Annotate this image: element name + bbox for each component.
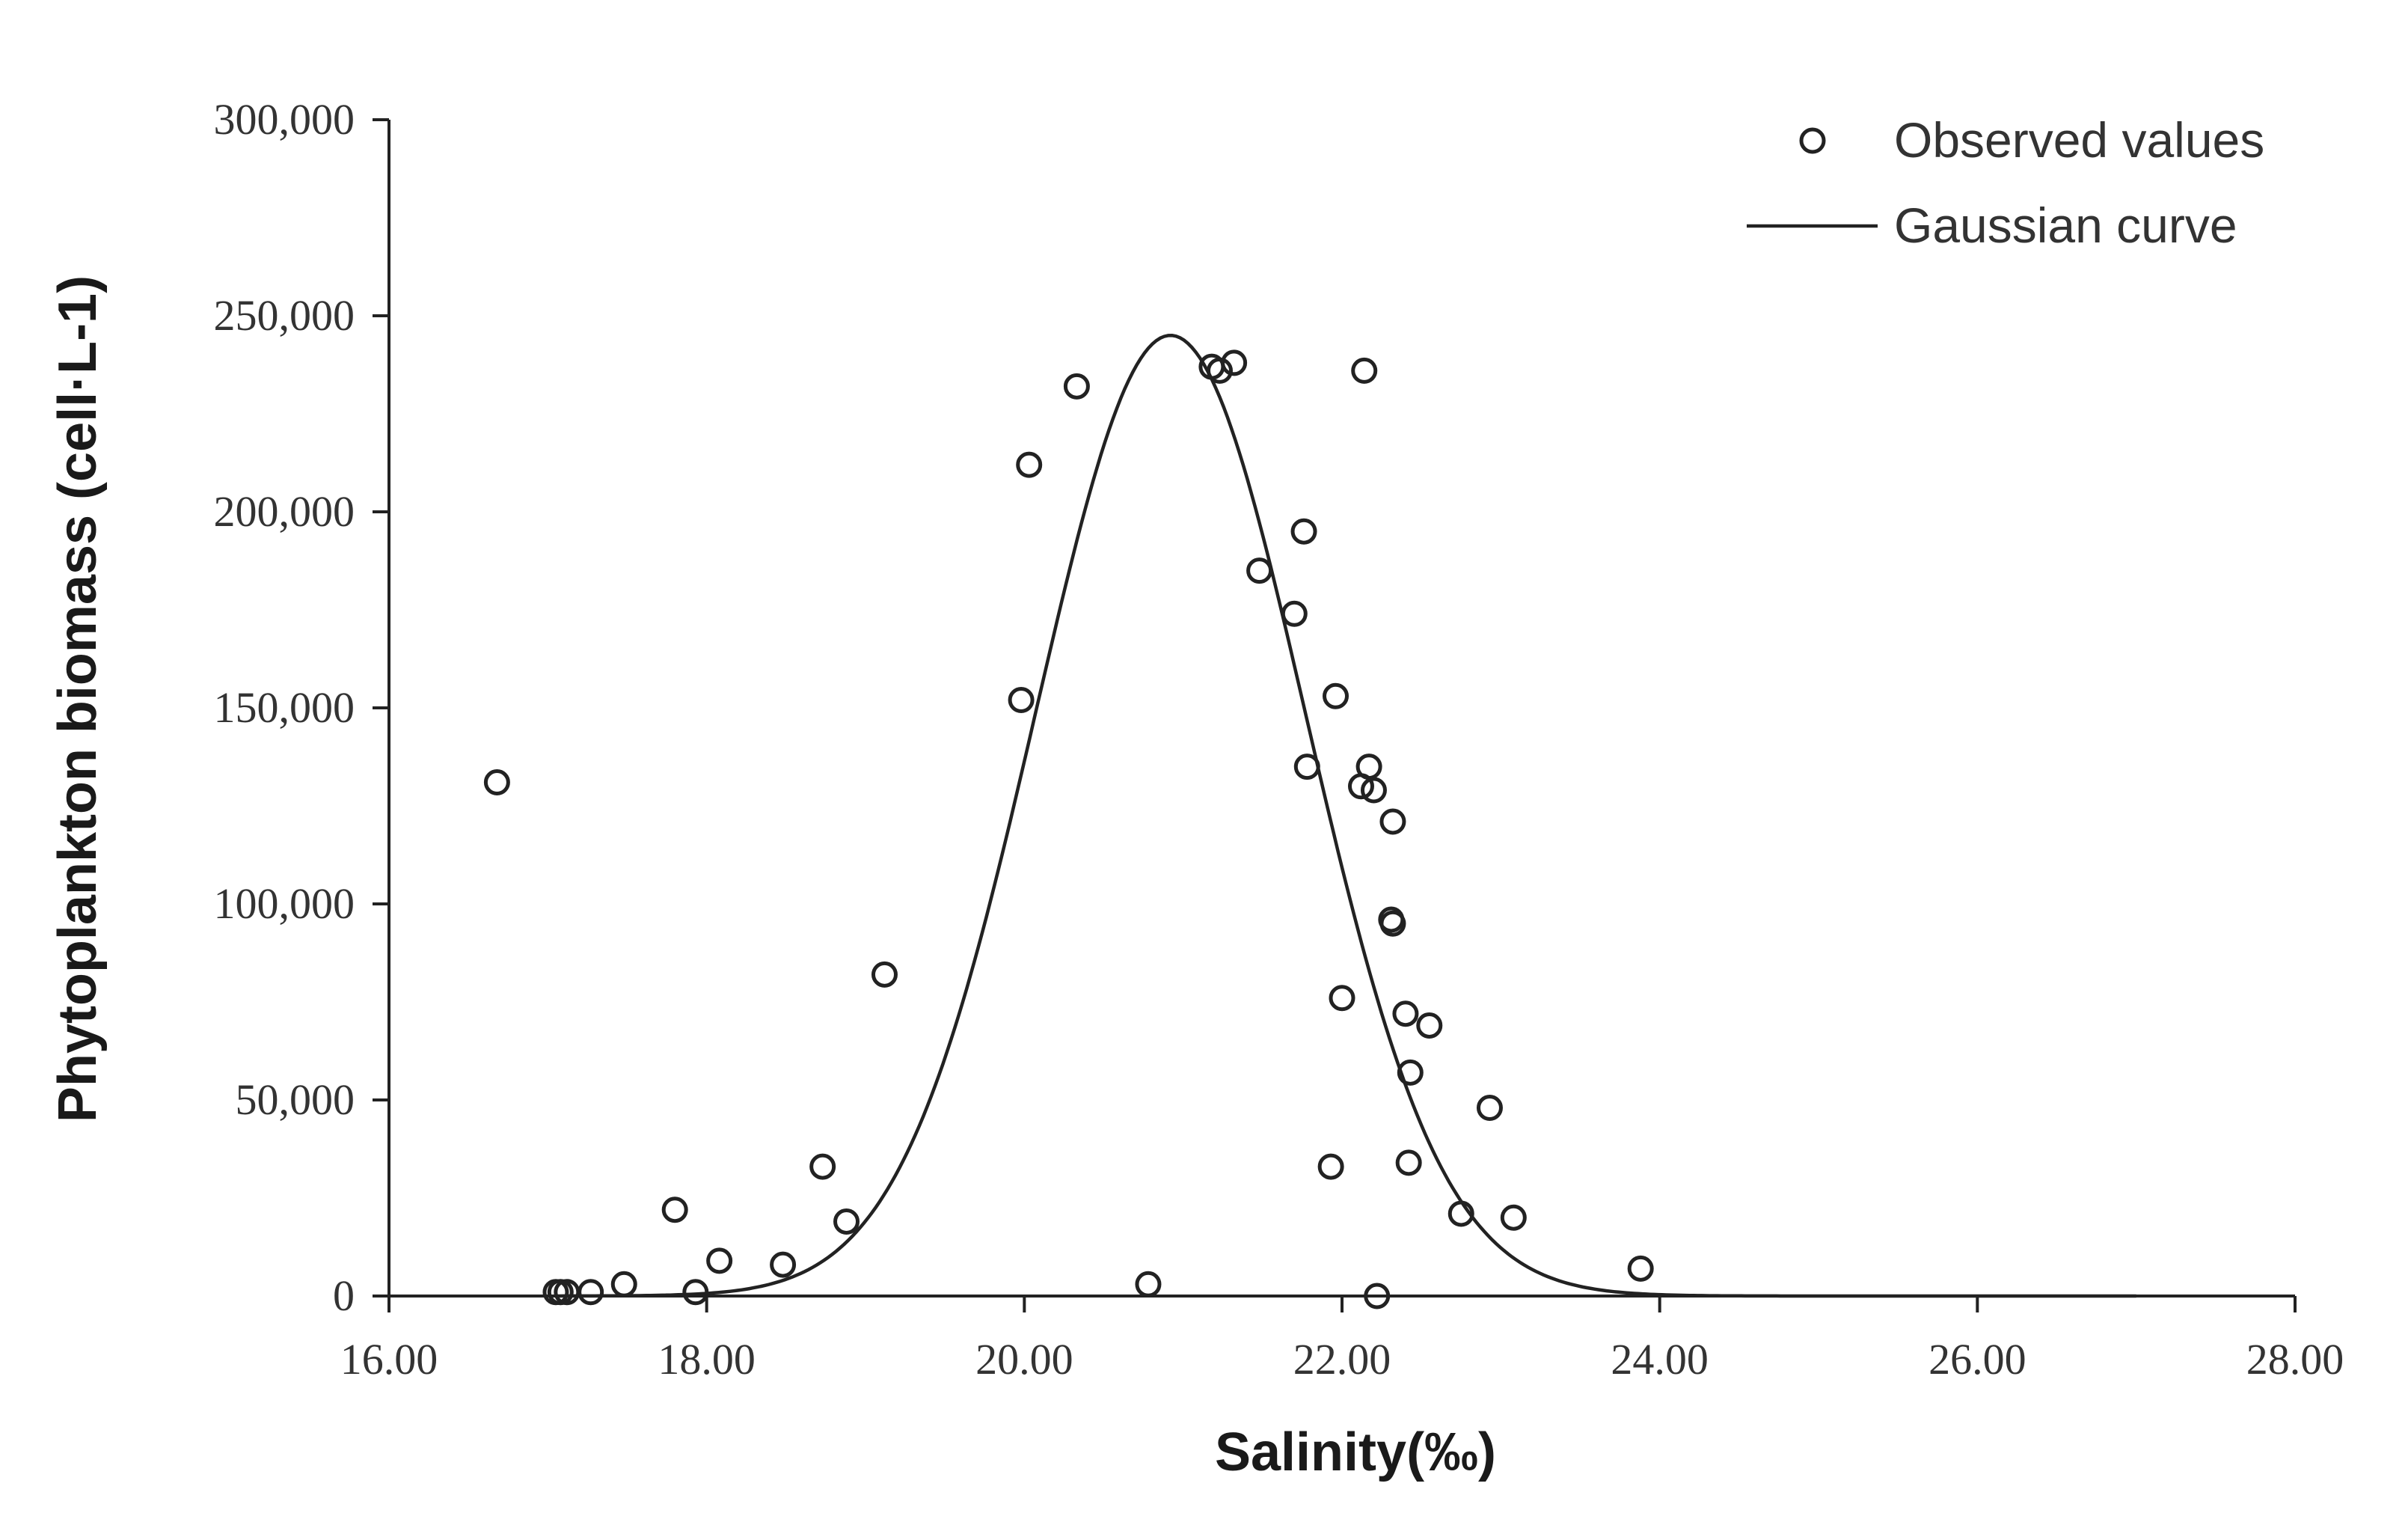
observed-point <box>1397 1059 1424 1086</box>
observed-point <box>1364 1283 1391 1309</box>
y-tick-group: 0 50,000 100,000 150,000 200,000 250,000 300,0… <box>214 95 389 1320</box>
y-tick-label: 150,000 <box>214 683 355 732</box>
observed-point <box>833 1208 860 1235</box>
gaussian-curve-line <box>556 334 2136 1298</box>
observed-point <box>1476 1094 1503 1121</box>
observed-point <box>809 1153 836 1180</box>
y-tick-label: 200,000 <box>214 487 355 536</box>
observed-point <box>1323 682 1349 709</box>
observed-point <box>1008 687 1035 714</box>
x-tick-label: 16.00 <box>340 1335 438 1384</box>
observed-point <box>1135 1271 1162 1298</box>
observed-point <box>1016 451 1043 478</box>
observed-point <box>1281 600 1308 627</box>
observed-point <box>1355 754 1382 780</box>
observed-point <box>1360 777 1387 804</box>
y-tick-label: 100,000 <box>214 879 355 928</box>
x-tick-label: 18.00 <box>658 1335 756 1384</box>
x-tick-label: 20.00 <box>975 1335 1073 1384</box>
observed-point <box>1416 1012 1443 1039</box>
y-tick-label: 250,000 <box>214 291 355 340</box>
x-tick-label: 28.00 <box>2246 1335 2344 1384</box>
legend-label-gaussian: Gaussian curve <box>1894 198 2237 253</box>
observed-point <box>1317 1153 1344 1180</box>
y-tick-label: 50,000 <box>236 1075 355 1124</box>
y-tick-label: 300,000 <box>214 95 355 144</box>
x-tick-label: 24.00 <box>1611 1335 1709 1384</box>
observed-point <box>1329 985 1355 1012</box>
observed-point <box>1207 357 1234 384</box>
x-tick-group: 16.00 18.00 20.00 22.00 24.00 26.00 28.00 <box>340 1296 2344 1384</box>
legend-marker-observed <box>1799 127 1826 154</box>
observed-point <box>661 1196 688 1223</box>
observed-point <box>1246 557 1273 584</box>
y-axis-title: Phytoplankton biomass (cell·L-1) <box>48 275 108 1122</box>
observed-point <box>1379 910 1406 937</box>
x-tick-label: 26.00 <box>1928 1335 2026 1384</box>
x-tick-label: 22.00 <box>1293 1335 1391 1384</box>
observed-point <box>1290 518 1317 545</box>
observed-point <box>706 1247 733 1274</box>
observed-point <box>1627 1255 1654 1282</box>
observed-point <box>1351 357 1378 384</box>
observed-point <box>871 961 898 988</box>
x-axis-title: Salinity(‰) <box>1215 1422 1496 1482</box>
observed-point <box>1293 754 1320 780</box>
observed-point <box>610 1271 637 1298</box>
observed-point <box>1500 1204 1527 1231</box>
observed-point <box>1221 349 1248 376</box>
observed-point <box>1063 373 1090 400</box>
observed-point <box>578 1279 604 1306</box>
legend: Observed values Gaussian curve <box>1747 112 2264 253</box>
observed-point <box>1395 1149 1422 1176</box>
observed-point <box>682 1279 709 1306</box>
observed-point <box>1379 808 1406 835</box>
legend-label-observed: Observed values <box>1894 112 2264 168</box>
observed-point <box>1447 1200 1474 1227</box>
observed-point <box>1392 1000 1419 1027</box>
observed-point <box>483 769 510 796</box>
plot-area <box>483 334 2136 1309</box>
observed-point <box>770 1251 797 1278</box>
y-tick-label: 0 <box>333 1271 355 1320</box>
